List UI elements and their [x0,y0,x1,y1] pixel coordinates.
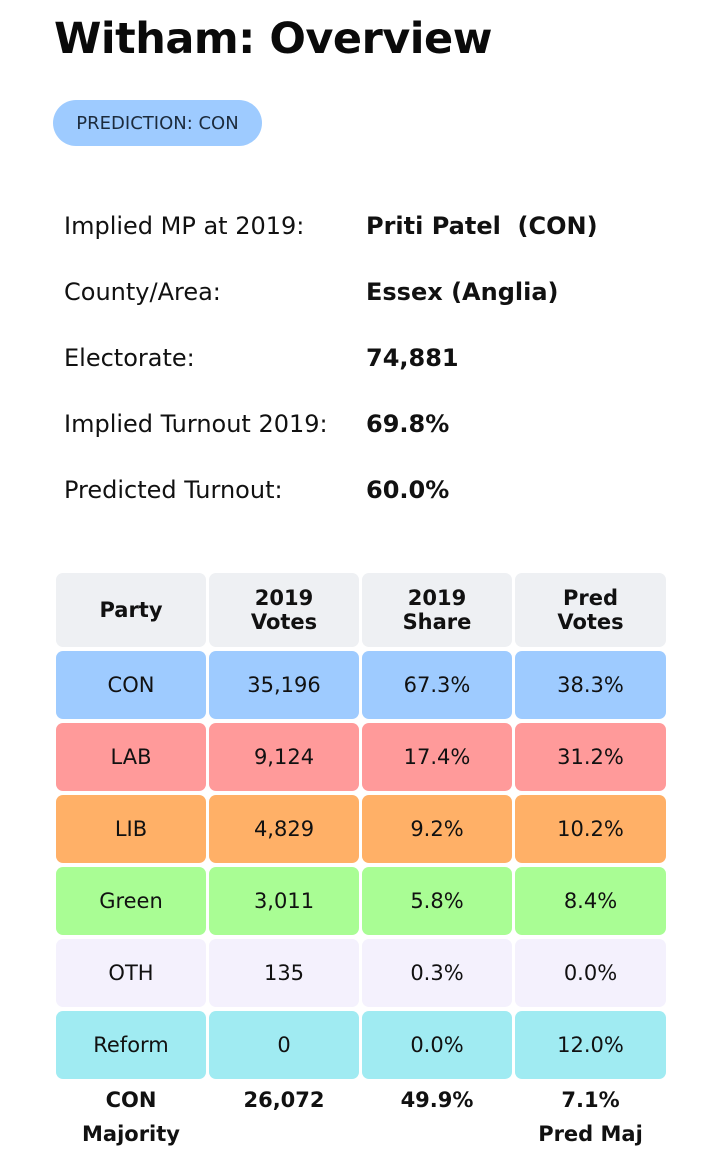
votes-cell: 0 [209,1011,359,1079]
page-title: Witham: Overview [54,14,492,64]
header-pred-votes: Pred Votes [515,573,666,647]
info-label: Implied Turnout 2019: [64,410,328,438]
info-value: 69.8% [366,410,450,438]
header-label: Pred [562,586,619,610]
footer-pred-majority: 7.1% Pred Maj [515,1083,666,1153]
votes-cell: 3,011 [209,867,359,935]
pred-majority: 7.1% [561,1088,620,1112]
info-label: Electorate: [64,344,195,372]
pred-cell: 8.4% [515,867,666,935]
majority-share: 49.9% [400,1088,474,1112]
header-label: Votes [250,610,318,634]
footer-majority-votes: 26,072 [209,1083,359,1153]
info-row-implied-mp: Implied MP at 2019: Priti Patel (CON) [64,193,684,259]
share-cell: 67.3% [362,651,512,719]
info-value: 74,881 [366,344,459,372]
pred-cell: 38.3% [515,651,666,719]
header-label: Party [99,598,163,622]
header-2019-votes: 2019 Votes [209,573,359,647]
share-cell: 9.2% [362,795,512,863]
header-label: 2019 [407,586,467,610]
info-row-predicted-turnout: Predicted Turnout: 60.0% [64,457,684,523]
pred-cell: 0.0% [515,939,666,1007]
pred-majority-label: Pred Maj [538,1122,643,1146]
header-label: 2019 [254,586,314,610]
share-cell: 17.4% [362,723,512,791]
majority-votes: 26,072 [243,1088,325,1112]
constituency-info: Implied MP at 2019: Priti Patel (CON) Co… [64,193,684,523]
majority-label: Majority [82,1122,180,1146]
header-2019-share: 2019 Share [362,573,512,647]
share-cell: 5.8% [362,867,512,935]
share-cell: 0.0% [362,1011,512,1079]
votes-cell: 9,124 [209,723,359,791]
party-cell: CON [56,651,206,719]
info-row-county: County/Area: Essex (Anglia) [64,259,684,325]
pred-cell: 12.0% [515,1011,666,1079]
info-value: Essex (Anglia) [366,278,559,306]
footer-majority-share: 49.9% [362,1083,512,1153]
header-label: Share [402,610,472,634]
party-cell: LIB [56,795,206,863]
votes-cell: 135 [209,939,359,1007]
info-row-implied-turnout: Implied Turnout 2019: 69.8% [64,391,684,457]
prediction-badge: PREDICTION: CON [53,100,262,146]
footer-majority-party: CON Majority [56,1083,206,1153]
info-label: Predicted Turnout: [64,476,283,504]
share-cell: 0.3% [362,939,512,1007]
pred-cell: 31.2% [515,723,666,791]
info-label: Implied MP at 2019: [64,212,305,240]
header-party: Party [56,573,206,647]
majority-party: CON [105,1088,157,1112]
info-label: County/Area: [64,278,221,306]
party-cell: Green [56,867,206,935]
info-value: Priti Patel (CON) [366,212,598,240]
party-cell: Reform [56,1011,206,1079]
header-label: Votes [557,610,624,634]
info-row-electorate: Electorate: 74,881 [64,325,684,391]
party-cell: LAB [56,723,206,791]
pred-cell: 10.2% [515,795,666,863]
votes-cell: 35,196 [209,651,359,719]
info-value: 60.0% [366,476,450,504]
votes-cell: 4,829 [209,795,359,863]
party-cell: OTH [56,939,206,1007]
results-table: Party 2019 Votes 2019 Share Pred Votes C… [56,573,667,1153]
